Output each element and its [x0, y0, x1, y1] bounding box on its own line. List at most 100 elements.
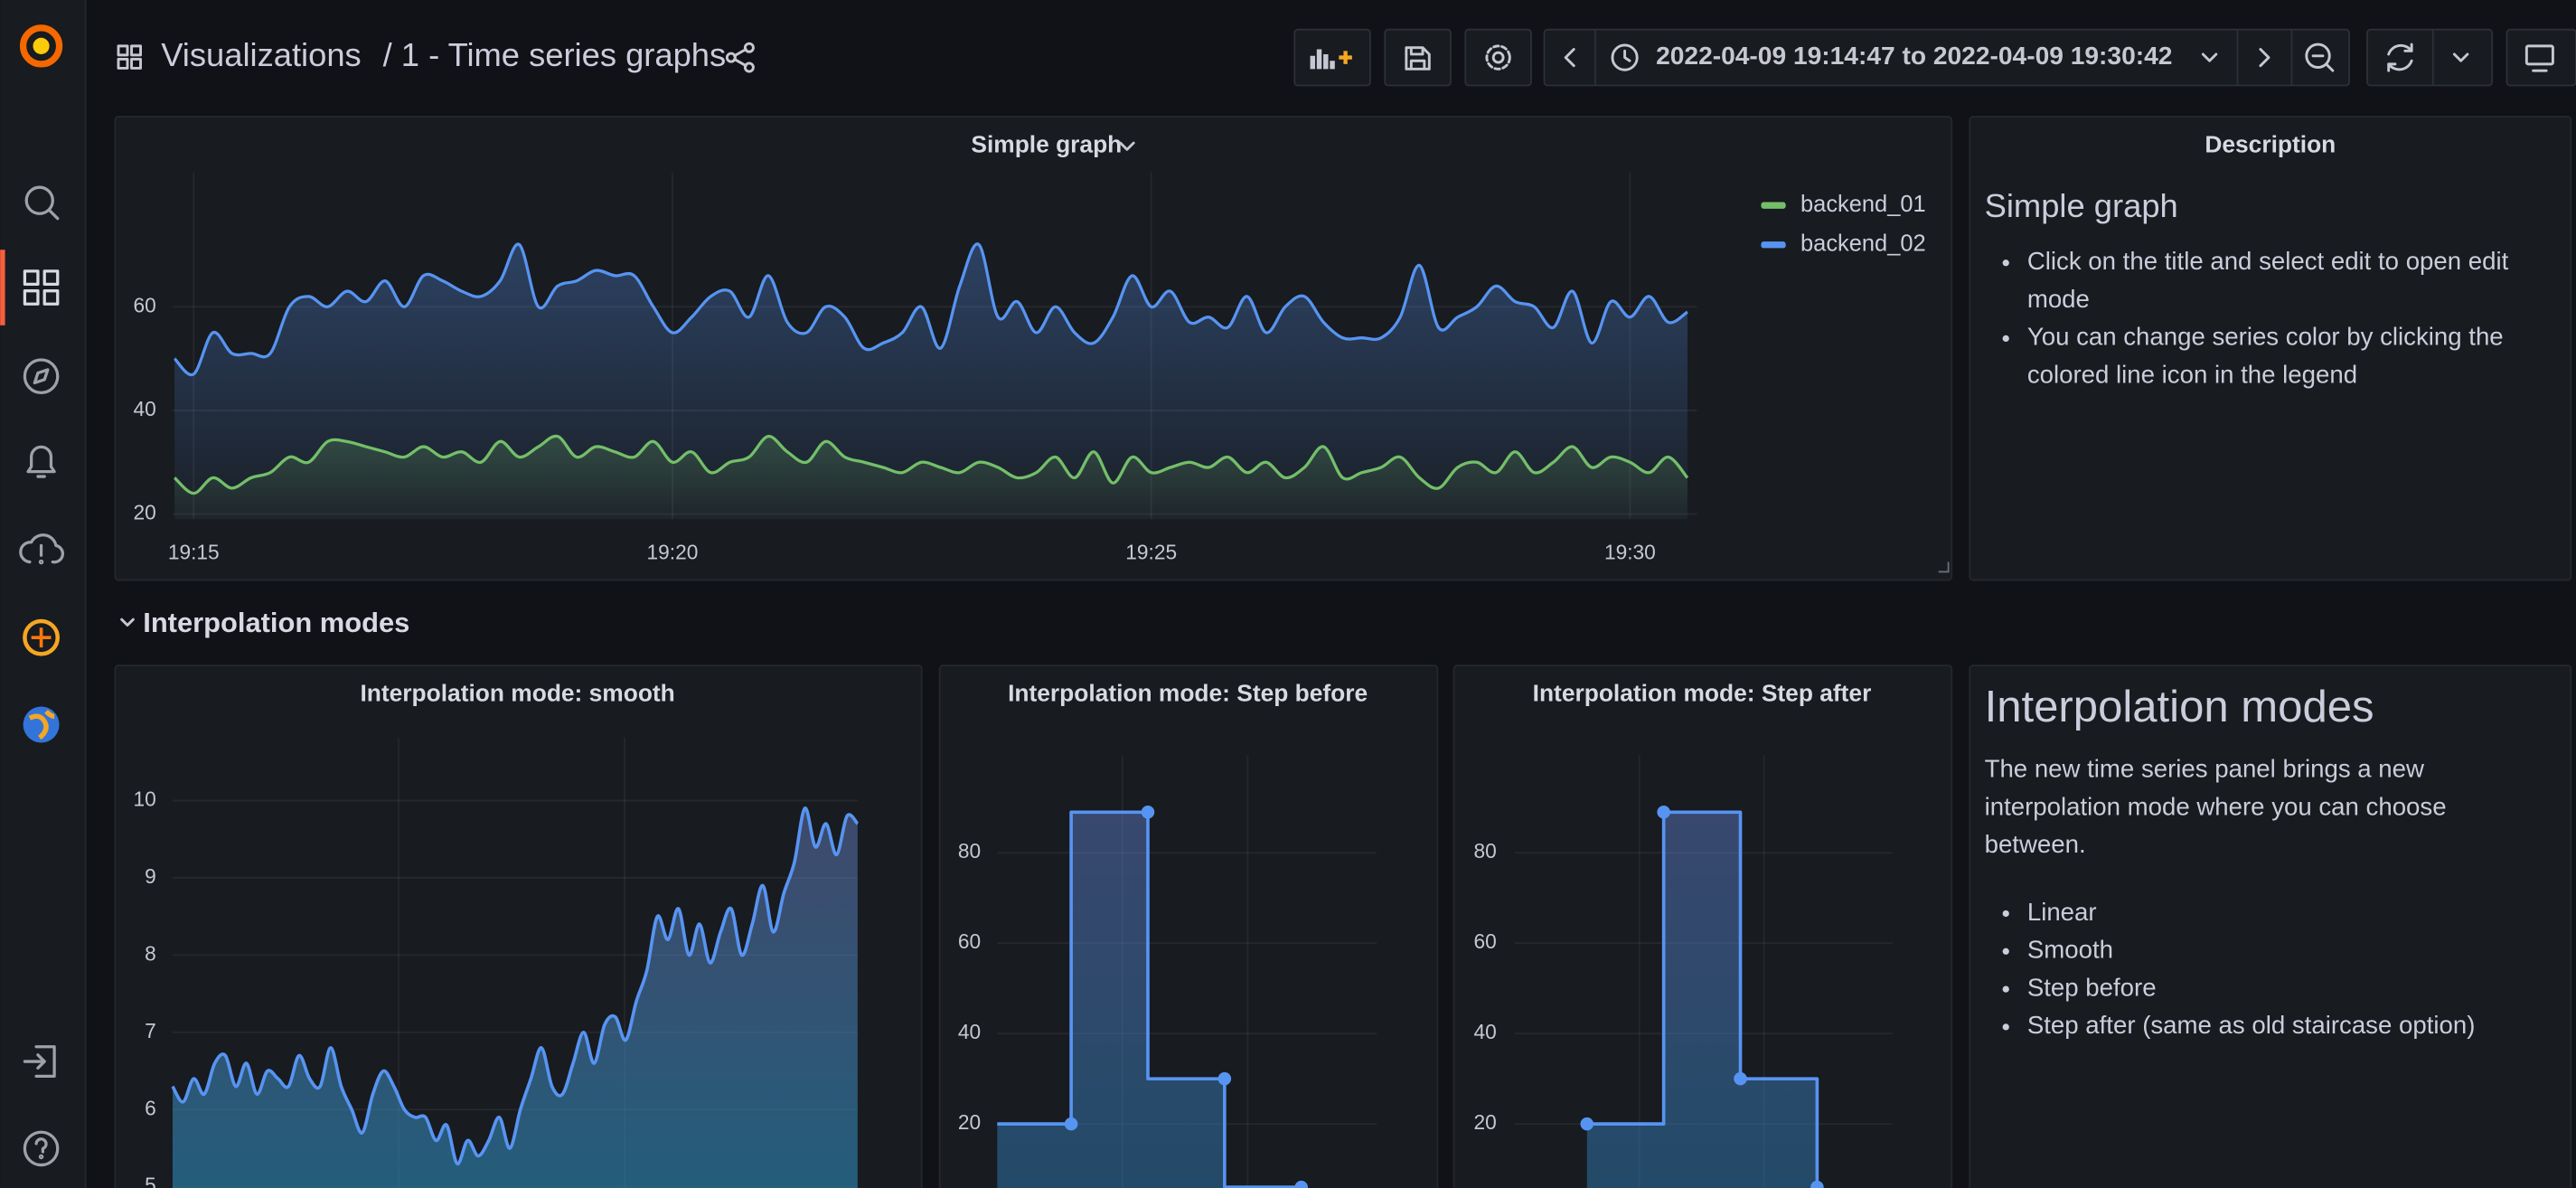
y-tick-label: 8	[145, 941, 156, 965]
panel-interpolation-text	[1969, 665, 2572, 1188]
series-line	[997, 810, 1302, 1188]
row-title[interactable]: Interpolation modes	[143, 607, 409, 638]
legend-label: backend_01	[1800, 192, 1926, 217]
data-point	[1217, 1071, 1232, 1086]
y-tick-label: 20	[958, 1110, 981, 1134]
grafana-logo[interactable]	[19, 24, 63, 68]
description-item: Click on the title and select edit to op…	[2027, 243, 2560, 319]
panel-step-before	[938, 665, 1439, 1188]
description-text: Simple graph Click on the title and sele…	[1985, 184, 2560, 572]
interpolation-text: Interpolation modes The new time series …	[1985, 677, 2560, 1188]
panel-title[interactable]: Description	[2205, 131, 2336, 158]
search-icon[interactable]	[24, 185, 60, 221]
interpolation-heading: Interpolation modes	[1984, 682, 2374, 731]
data-point	[1580, 1117, 1594, 1131]
interpolation-item: Smooth	[2027, 931, 2560, 969]
y-tick-label: 40	[134, 397, 156, 420]
breadcrumb[interactable]: Visualizations	[161, 36, 361, 73]
help-icon[interactable]	[23, 1130, 60, 1167]
y-tick-label: 20	[1474, 1110, 1497, 1134]
chart: Interpolation mode: Step after 20 40 60 80	[1474, 680, 1893, 1188]
data-point	[1294, 1180, 1308, 1188]
panel-title[interactable]: Interpolation mode: smooth	[360, 680, 674, 707]
cloud-icon[interactable]	[19, 533, 64, 565]
area-fill	[1586, 812, 1818, 1188]
y-tick-label: 40	[1474, 1020, 1497, 1043]
plot-area	[1580, 805, 1824, 1188]
legend-item[interactable]: backend_01	[1761, 192, 1926, 217]
time-picker[interactable]: 2022-04-09 19:14:47 to 2022-04-09 19:30:…	[1543, 28, 2350, 87]
panel-title[interactable]: Interpolation mode: Step after	[1533, 680, 1872, 707]
interpolation-item: Step after (same as old staircase option…	[2027, 1007, 2560, 1045]
settings-button[interactable]	[1464, 28, 1532, 87]
y-tick-label: 80	[958, 839, 981, 863]
legend-item[interactable]: backend_02	[1761, 231, 1926, 257]
x-tick-label: 19:15	[168, 540, 220, 563]
y-tick-label: 6	[145, 1096, 156, 1119]
share-icon[interactable]	[725, 42, 755, 73]
time-range[interactable]: 2022-04-09 19:14:47 to 2022-04-09 19:30:…	[1656, 41, 2172, 70]
dashboard-title[interactable]: / 1 - Time series graphs	[383, 36, 727, 73]
plot-area	[171, 806, 860, 1188]
save-button[interactable]	[1384, 28, 1452, 87]
data-point	[1810, 1180, 1824, 1188]
series-line	[171, 806, 860, 1165]
y-tick-label: 40	[958, 1020, 981, 1043]
area-fill	[174, 436, 1688, 520]
y-tick-label: 60	[958, 929, 981, 953]
row-chevron[interactable]	[120, 618, 135, 627]
interpolation-item: Step before	[2027, 969, 2560, 1007]
title-chevron	[1119, 141, 1135, 151]
area-fill	[997, 812, 1302, 1188]
charts: Simple graph 20 40 60 19:15 19:20 19:25 19:30 ba…	[134, 131, 1926, 1188]
chart: Interpolation mode: Step before 20 40 60 80	[958, 680, 1377, 1188]
top-bar: Visualizations / 1 - Time series graphs …	[117, 28, 2576, 87]
series-line	[1586, 810, 1819, 1188]
plot-area	[173, 242, 1689, 520]
legend-swatch	[1761, 202, 1786, 209]
chart: Interpolation mode: smooth 5 6 7 8 9 10	[134, 680, 860, 1188]
interpolation-item: Linear	[2027, 894, 2560, 932]
interpolation-paragraph: The new time series panel brings a new i…	[1984, 756, 2447, 860]
resize-handle[interactable]	[1938, 561, 1950, 573]
refresh-button[interactable]	[2366, 28, 2494, 87]
active-indicator	[0, 250, 5, 325]
x-tick-label: 19:20	[647, 540, 699, 563]
y-tick-label: 10	[134, 787, 156, 810]
series-line	[173, 242, 1688, 377]
tv-mode-button[interactable]	[2505, 28, 2576, 87]
alerting-icon[interactable]	[26, 445, 56, 478]
add-panel-button[interactable]	[1293, 28, 1371, 87]
x-tick-label: 19:30	[1604, 540, 1656, 563]
area-fill	[172, 808, 858, 1188]
y-tick-label: 7	[145, 1019, 156, 1042]
data-point	[1734, 1071, 1747, 1086]
data-point	[1141, 805, 1155, 819]
explore-icon[interactable]	[23, 358, 60, 395]
legend-swatch	[1761, 241, 1786, 249]
x-tick-label: 19:25	[1125, 540, 1177, 563]
chart: Simple graph 20 40 60 19:15 19:20 19:25 19:30 ba…	[134, 131, 1926, 564]
plot-area	[997, 805, 1308, 1188]
series-line	[173, 434, 1689, 495]
description-heading: Simple graph	[1984, 189, 2178, 225]
y-tick-label: 80	[1474, 839, 1497, 863]
sign-in-icon[interactable]	[23, 1045, 56, 1079]
dashboard-grid-icon	[117, 44, 142, 70]
globe-icon[interactable]	[23, 706, 60, 743]
ml-icon[interactable]	[23, 618, 61, 656]
panel-title[interactable]: Interpolation mode: Step before	[1008, 680, 1368, 707]
y-tick-label: 20	[134, 501, 156, 524]
data-point	[1657, 805, 1670, 819]
y-tick-label: 5	[145, 1174, 156, 1188]
y-tick-label: 9	[145, 864, 156, 888]
dashboards-icon[interactable]	[23, 269, 60, 306]
sidebar	[0, 0, 87, 1188]
description-item: You can change series color by clicking …	[2027, 319, 2560, 395]
data-point	[1064, 1117, 1078, 1131]
panel-title[interactable]: Simple graph	[971, 131, 1122, 158]
legend-label: backend_02	[1800, 231, 1926, 257]
panel-description	[1969, 116, 2572, 581]
